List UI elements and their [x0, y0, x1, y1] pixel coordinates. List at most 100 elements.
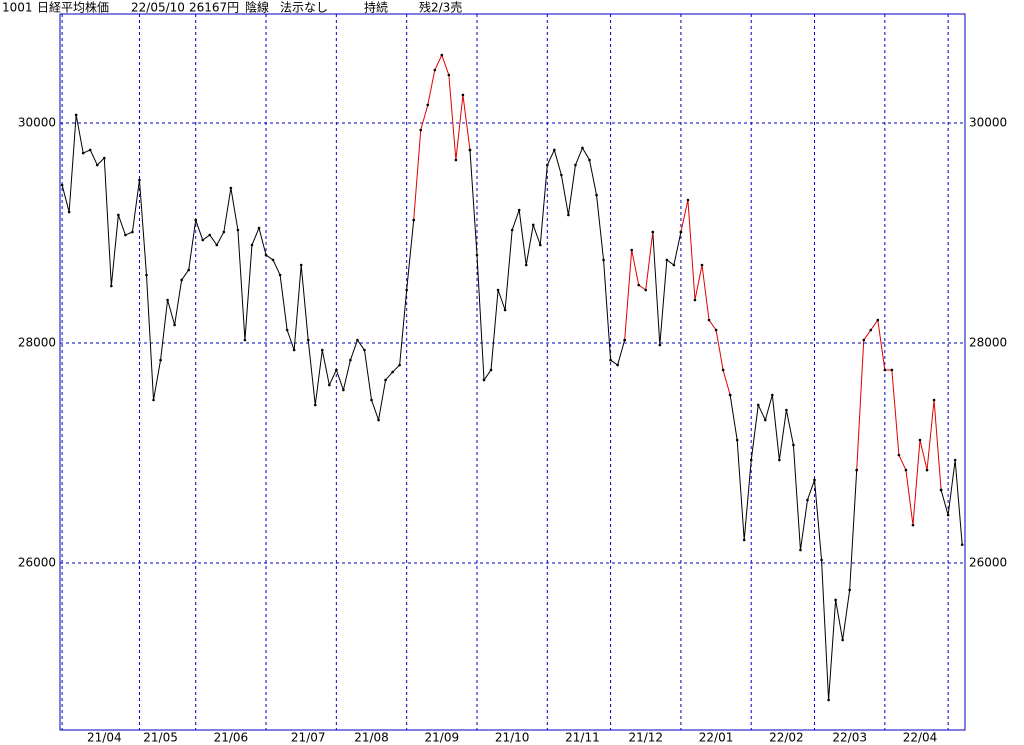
price-dot [553, 148, 556, 152]
price-dot [468, 148, 472, 152]
price-dot [524, 263, 528, 267]
price-dot [714, 328, 718, 332]
price-dot [313, 403, 317, 407]
name: 日経平均株価 [37, 0, 109, 15]
price-dot [531, 223, 535, 227]
price-dot [672, 263, 676, 267]
price-dot [855, 468, 859, 472]
price-dot [510, 228, 514, 232]
price-dot [707, 318, 711, 322]
price-dot [250, 243, 254, 247]
x-tick-label: 22/03 [832, 731, 867, 745]
price-dot [813, 478, 816, 482]
price-dot [88, 148, 92, 152]
price-dot [60, 183, 64, 187]
price-dot [215, 243, 219, 247]
price-dot [862, 338, 866, 342]
price-dot [756, 403, 760, 407]
price-dot [117, 213, 120, 217]
price-dot [602, 258, 605, 262]
price-dot [799, 548, 802, 552]
price-dot [588, 158, 591, 162]
price-dot [651, 230, 655, 234]
price-dot [412, 218, 416, 222]
x-tick-label: 21/11 [565, 731, 600, 745]
price-dot [827, 698, 830, 702]
price-dot [630, 248, 633, 252]
y-tick-label-right: 30000 [969, 116, 1007, 130]
price-dot [883, 368, 887, 372]
price-dot [686, 198, 690, 202]
price-dot [236, 228, 240, 232]
plot-border [59, 13, 966, 731]
y-tick-label: 28000 [18, 336, 56, 350]
price-dot [285, 328, 289, 332]
price-dot [426, 103, 430, 107]
price-dot [398, 363, 401, 367]
price-dot [306, 338, 310, 342]
y-tick-label-right: 26000 [969, 556, 1007, 570]
price-dot [356, 338, 359, 342]
x-tick-label: 21/10 [495, 731, 530, 745]
candle: 陰線 [245, 0, 269, 15]
price-dot [103, 156, 106, 160]
price-dot [363, 348, 366, 352]
price-dot [778, 458, 781, 462]
price-dot [728, 393, 732, 397]
x-tick-label: 21/12 [628, 731, 663, 745]
price-dot [503, 308, 507, 312]
x-tick-label: 21/08 [354, 731, 389, 745]
price-dot [609, 358, 612, 362]
price-dot [841, 638, 844, 642]
price-dot [292, 348, 296, 352]
price-dot [391, 370, 394, 374]
price-dot [679, 230, 683, 234]
price-dot [834, 598, 837, 602]
price-dot [208, 233, 212, 237]
price-dot [637, 283, 641, 287]
price-dot [749, 458, 753, 462]
price-dot [166, 298, 169, 302]
price-dot [320, 348, 324, 352]
x-tick-label: 21/07 [291, 731, 326, 745]
price-dot [201, 238, 205, 242]
price-dot [461, 93, 465, 97]
price-dot [876, 318, 880, 322]
price-dot [95, 163, 99, 167]
price-dot [489, 368, 493, 372]
price-dot [932, 398, 936, 402]
price-dot [229, 186, 233, 190]
price-dot [721, 368, 725, 372]
price-dot [384, 378, 387, 382]
price-dot [74, 113, 78, 117]
price-dot [138, 178, 141, 182]
price-dot [848, 588, 851, 592]
price-dot [890, 368, 894, 372]
price-dot [869, 328, 873, 332]
price-dot [946, 513, 950, 517]
price-dot [222, 230, 226, 234]
price-dot [735, 438, 739, 442]
x-tick-label: 21/05 [143, 731, 178, 745]
price-dot [187, 268, 190, 272]
price-dot [658, 343, 662, 347]
price-dot [335, 368, 338, 372]
price-dot [806, 498, 809, 502]
price-dot [271, 258, 275, 262]
price-dot [433, 68, 437, 72]
price-dot [763, 418, 767, 422]
price-dot [644, 288, 648, 292]
price-dot [370, 398, 373, 402]
price-dot [299, 263, 303, 267]
price-dot [180, 278, 183, 282]
x-tick-label: 22/04 [903, 731, 938, 745]
price-dot [377, 418, 380, 422]
price-dot [742, 538, 746, 542]
price-dot [918, 438, 922, 442]
price-dot [81, 151, 85, 155]
price-dot [243, 338, 247, 342]
price-dot [567, 213, 570, 217]
price-dot [278, 273, 282, 277]
price-dot [475, 253, 479, 257]
